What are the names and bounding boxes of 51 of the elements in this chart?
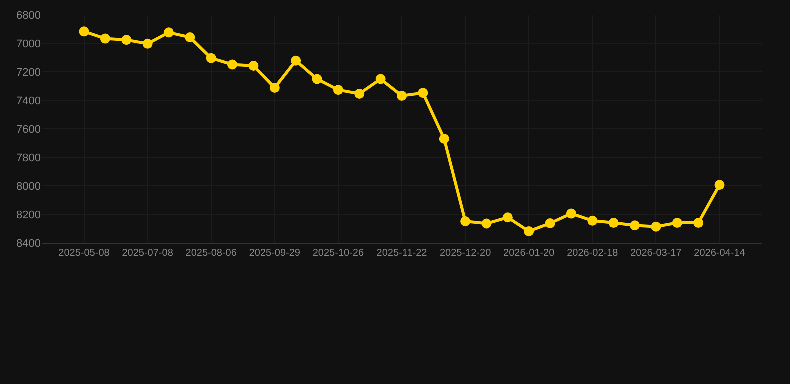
point xyxy=(608,218,619,228)
point xyxy=(164,28,174,38)
point xyxy=(482,218,492,229)
x-tick-label: 2026-03-17 xyxy=(630,248,682,259)
point xyxy=(545,218,556,228)
point xyxy=(248,61,259,72)
x-tick-label: 2026-02-18 xyxy=(567,248,619,259)
point xyxy=(439,134,450,144)
x-tick-label: 2025-10-26 xyxy=(312,248,364,259)
point xyxy=(418,88,428,98)
x-tick-label: 2025-05-08 xyxy=(58,248,110,259)
point xyxy=(333,85,344,96)
x-tick-label: 2026-04-14 xyxy=(694,248,746,259)
point xyxy=(651,222,662,232)
point xyxy=(100,34,110,44)
point xyxy=(228,60,238,70)
point xyxy=(376,74,386,84)
point xyxy=(630,220,640,231)
x-tick-label: 2025-11-22 xyxy=(376,248,428,259)
point xyxy=(588,216,598,226)
point xyxy=(397,90,407,101)
point xyxy=(460,216,471,226)
point xyxy=(206,53,216,64)
y-tick-label: 8200 xyxy=(16,209,41,222)
x-tick-label: 2025-12-20 xyxy=(440,248,492,259)
point xyxy=(291,56,302,66)
x-tick-label: 2025-09-29 xyxy=(249,248,301,259)
x-tick-label: 2025-08-06 xyxy=(186,248,238,259)
point xyxy=(502,212,513,223)
point xyxy=(312,74,322,84)
y-tick-label: 7600 xyxy=(16,124,41,136)
y-tick-label: 7000 xyxy=(16,38,41,50)
point xyxy=(79,26,90,37)
x-tick-label: 2026-01-20 xyxy=(504,248,556,259)
point xyxy=(566,208,576,219)
point xyxy=(714,180,725,190)
point xyxy=(270,82,280,93)
point xyxy=(694,218,704,228)
y-tick-label: 8000 xyxy=(16,180,41,193)
y-tick-label: 7400 xyxy=(16,95,41,108)
point xyxy=(185,32,196,43)
y-tick-label: 7200 xyxy=(16,66,41,79)
point xyxy=(672,218,682,228)
x-tick-label: 2025-07-08 xyxy=(122,248,174,259)
point xyxy=(354,88,365,99)
y-tick-label: 6800 xyxy=(16,10,41,22)
point xyxy=(524,226,534,236)
point xyxy=(142,38,153,49)
y-tick-label: 8400 xyxy=(16,238,41,250)
y-tick-label: 7800 xyxy=(16,152,41,164)
point xyxy=(122,35,132,46)
